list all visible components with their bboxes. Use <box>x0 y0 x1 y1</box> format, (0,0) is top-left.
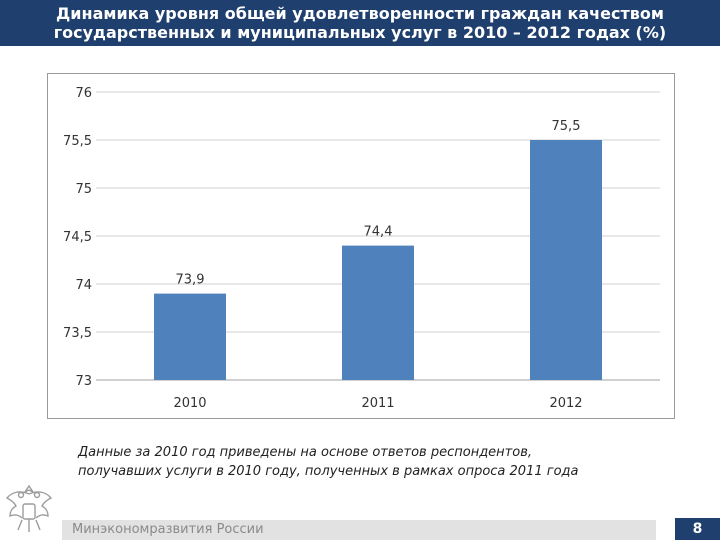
footnote-line2: получавших услуги в 2010 году, полученны… <box>78 464 579 479</box>
x-tick-label: 2010 <box>173 396 206 411</box>
y-tick-label: 73 <box>75 374 92 389</box>
bar <box>154 293 226 380</box>
slide-title-line1: Динамика уровня общей удовлетворенности … <box>56 4 664 23</box>
bar <box>530 140 602 380</box>
slide-title-line2: государственных и муниципальных услуг в … <box>53 23 667 42</box>
y-tick-label: 74,5 <box>63 230 92 245</box>
footnote: Данные за 2010 год приведены на основе о… <box>78 443 678 481</box>
bar-chart: 73 73,5 74 74,5 75 75,5 76 73,9 2010 74,4 2011 75,5… <box>63 86 660 411</box>
y-tick-label: 74 <box>75 278 92 293</box>
y-tick-label: 76 <box>75 86 92 101</box>
y-tick-label: 75,5 <box>63 134 92 149</box>
data-label: 75,5 <box>552 119 581 134</box>
ministry-label: Минэкономразвития России <box>72 522 264 537</box>
page-number: 8 <box>675 518 720 540</box>
data-label: 73,9 <box>176 273 205 288</box>
slide-header: Динамика уровня общей удовлетворенности … <box>0 0 720 46</box>
footer-bar <box>62 520 656 540</box>
y-tick-label: 75 <box>75 182 92 197</box>
footnote-line1: Данные за 2010 год приведены на основе о… <box>78 445 532 460</box>
data-label: 74,4 <box>364 225 393 240</box>
coat-of-arms-icon <box>2 480 56 538</box>
bar <box>342 245 414 380</box>
x-tick-label: 2012 <box>549 396 582 411</box>
x-tick-label: 2011 <box>361 396 394 411</box>
y-tick-label: 73,5 <box>63 326 92 341</box>
